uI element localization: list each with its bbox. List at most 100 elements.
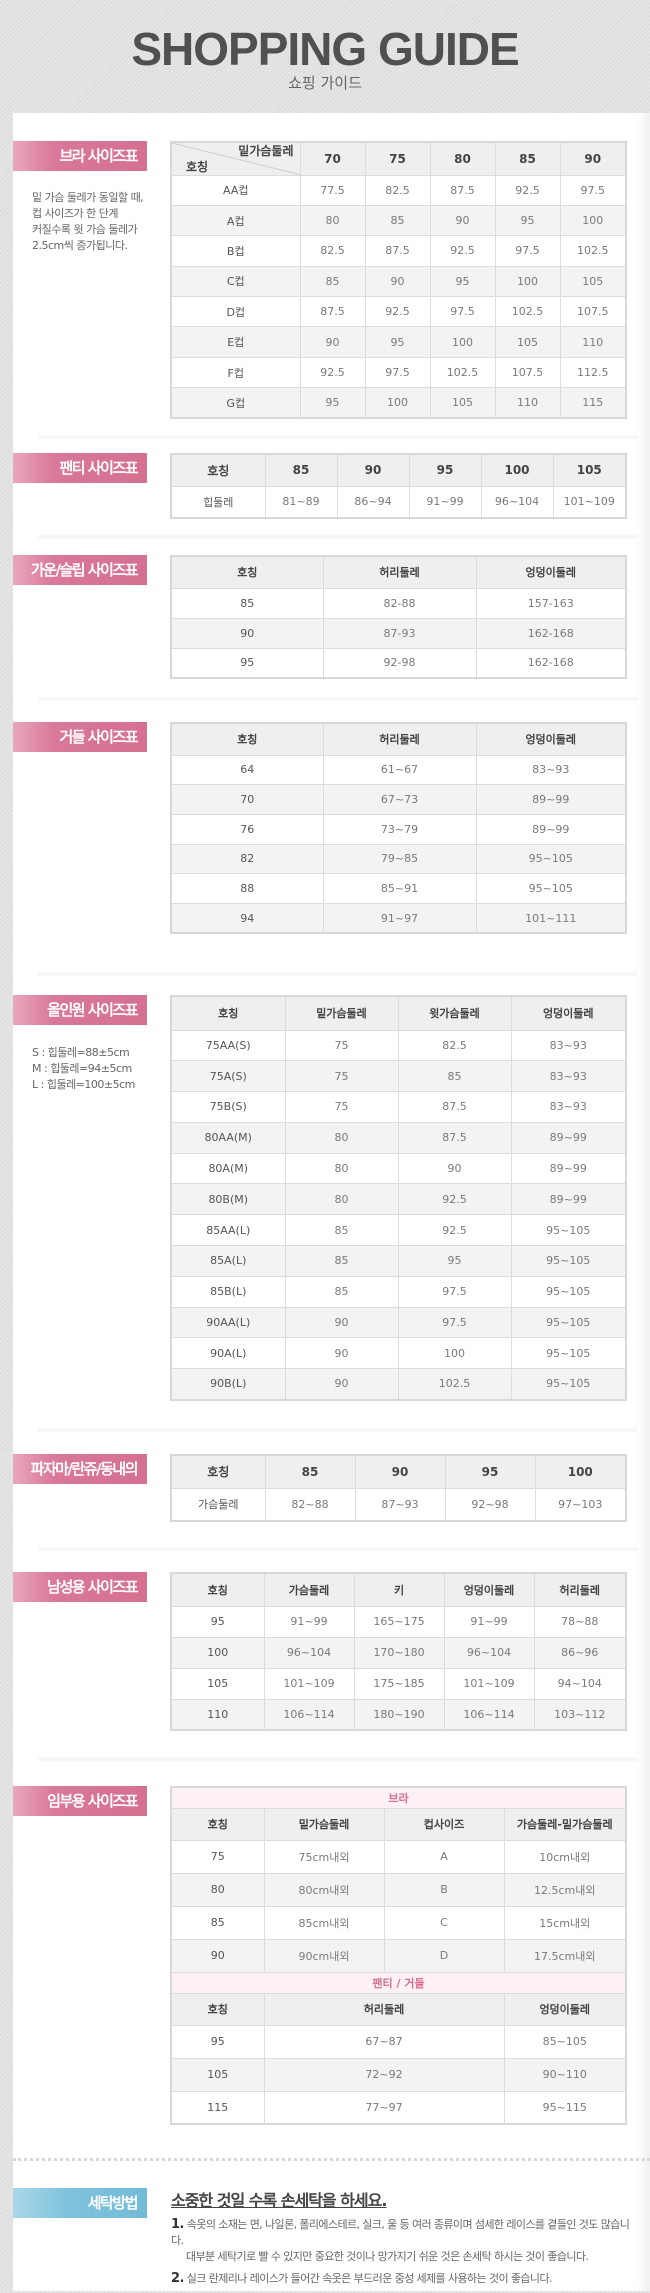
- column-header: 허리둘레: [322, 722, 477, 756]
- table-cell: 90: [397, 1152, 512, 1185]
- table-cell: 85: [397, 1060, 512, 1093]
- table-row: 95 92-98 162-168: [170, 647, 627, 679]
- row-label: 82: [170, 843, 324, 875]
- table-cell: 100: [364, 387, 431, 419]
- table-cell: 80: [284, 1183, 399, 1216]
- row-label: G컵: [170, 387, 301, 419]
- section-divider: [38, 1757, 638, 1761]
- table-cell: 112.5: [559, 356, 627, 389]
- table-row: 70 67~73 89~99: [170, 784, 627, 815]
- table-cell: 90: [299, 326, 366, 358]
- column-header: 컵사이즈: [383, 1807, 505, 1841]
- column-header: 95: [444, 1454, 536, 1489]
- table-cell: 90: [364, 265, 431, 298]
- page-title: SHOPPING GUIDE: [131, 23, 519, 75]
- row-label: 90A(L): [170, 1337, 286, 1370]
- column-header: 85: [264, 453, 338, 487]
- note-line: 밑 가슴 둘레가 동일할 때,: [32, 191, 144, 204]
- table-cell: 83~93: [510, 1060, 627, 1093]
- table-cell: 90: [284, 1306, 399, 1339]
- column-header: 90: [336, 453, 410, 487]
- table-header-row: 호칭 밑가슴둘레 윗가슴둘레 엉덩이둘레: [170, 995, 627, 1031]
- size-table: 호칭 85 90 95 100 105 힙둘레 81~89 86~94 91~99 96~104 10…: [170, 453, 627, 519]
- row-label: 85AA(L): [170, 1214, 286, 1247]
- table-cell: 95: [364, 326, 431, 358]
- row-label: 80: [170, 1872, 265, 1907]
- table-cell: 100: [397, 1337, 512, 1370]
- table-cell: 90: [284, 1368, 399, 1401]
- row-label: 95: [170, 1605, 265, 1638]
- row-label: D컵: [170, 296, 301, 328]
- table-row: 75AA(S) 75 82.5 83~93: [170, 1029, 627, 1062]
- row-label: 88: [170, 873, 324, 904]
- table-cell: 77~97: [263, 2090, 505, 2125]
- table-cell: 89~99: [475, 813, 627, 845]
- column-header: 윗가슴둘레: [397, 995, 512, 1031]
- section-label: 가운/슬립 사이즈표: [13, 555, 147, 585]
- row-label: AA컵: [170, 174, 301, 206]
- section-label: 거들 사이즈표: [13, 722, 147, 752]
- table-row: 110 106~114 180~190 106~114 103~112: [170, 1698, 627, 1731]
- table-cell: 97.5: [364, 356, 431, 389]
- table-row: 80A(M) 80 90 89~99: [170, 1152, 627, 1185]
- table-cell: 107.5: [494, 356, 561, 389]
- page-header: SHOPPING GUIDE 쇼핑 가이드: [0, 0, 650, 113]
- row-label: 90B(L): [170, 1368, 286, 1401]
- section-divider: [38, 435, 638, 439]
- corner-bottom-label: 호칭: [186, 159, 209, 174]
- column-header: 105: [552, 453, 627, 487]
- section-divider: [38, 1428, 638, 1432]
- section-divider: [38, 535, 638, 539]
- row-label: 76: [170, 813, 324, 845]
- washing-list: 1. 속옷의 소재는 면, 나일론, 폴리에스테르, 실크, 울 등 여러 종류이…: [171, 2217, 641, 2293]
- table-cell: 92~98: [444, 1487, 536, 1522]
- section-label-text: 가운/슬립 사이즈표: [30, 561, 139, 579]
- table-cell: 86~96: [533, 1636, 627, 1669]
- table-cell: 95: [494, 204, 561, 237]
- table-cell: A: [383, 1839, 505, 1874]
- table-cell: 95~105: [510, 1275, 627, 1308]
- table-cell: 115: [559, 387, 627, 419]
- table-cell: 67~73: [322, 784, 477, 815]
- row-label: 115: [170, 2090, 265, 2125]
- table-cell: 85cm내외: [263, 1905, 385, 1940]
- table-cell: 90: [284, 1337, 399, 1370]
- table-cell: 92.5: [299, 356, 366, 389]
- table-cell: 92-98: [322, 647, 477, 679]
- table-cell: 85: [284, 1245, 399, 1277]
- table-row: AA컵 77.5 82.5 87.5 92.5 97.5: [170, 174, 627, 206]
- table-cell: 82.5: [397, 1029, 512, 1062]
- row-label: 가슴둘레: [170, 1487, 266, 1522]
- table-row: 85 85cm내외 C 15cm내외: [170, 1905, 627, 1940]
- table-cell: 106~114: [443, 1698, 535, 1731]
- row-label: B컵: [170, 235, 301, 267]
- row-label: 95: [170, 2024, 265, 2059]
- table-cell: 110: [494, 387, 561, 419]
- row-label: 80B(M): [170, 1183, 286, 1216]
- table-cell: 85: [299, 265, 366, 298]
- table-cell: 90: [429, 204, 496, 237]
- column-header: 호칭: [170, 1454, 266, 1489]
- table-header-row: 호칭 허리둘레 엉덩이둘레: [170, 722, 627, 756]
- row-label: 94: [170, 902, 324, 934]
- table-cell: 106~114: [263, 1698, 355, 1731]
- table-row: 80AA(M) 80 87.5 89~99: [170, 1121, 627, 1154]
- table-cell: 97.5: [494, 235, 561, 267]
- column-header: 90: [354, 1454, 446, 1489]
- table-cell: 92.5: [494, 174, 561, 206]
- item-line: 실크 란제리나 레이스가 들어간 속옷은 부드러운 중성 세제를 사용하는 것이…: [186, 2272, 553, 2285]
- table-cell: 82-88: [322, 587, 477, 619]
- size-table: 브라 호칭 밑가슴둘레 컵사이즈 가슴둘레-밑가슴둘레 75 75cm내외 A 10cm내외 80…: [170, 1786, 627, 2125]
- table-cell: 94~104: [533, 1667, 627, 1700]
- row-label: 75: [170, 1839, 265, 1874]
- section-divider: [13, 2158, 650, 2161]
- table-cell: 82.5: [299, 235, 366, 267]
- section-note: S : 힙둘레=88±5cm M : 힙둘레=94±5cm L : 힙둘레=100±…: [32, 1045, 162, 1093]
- item-line: 대부분 세탁기로 빨 수 있지만 중요한 것이나 망가지기 쉬운 것은 손세탁 …: [186, 2250, 589, 2263]
- table-cell: 95~105: [510, 1337, 627, 1370]
- table-cell: 80: [299, 204, 366, 237]
- table-cell: 90cm내외: [263, 1938, 385, 1973]
- table-cell: 97.5: [559, 174, 627, 206]
- table-cell: 100: [494, 265, 561, 298]
- column-header: 호칭: [170, 722, 324, 756]
